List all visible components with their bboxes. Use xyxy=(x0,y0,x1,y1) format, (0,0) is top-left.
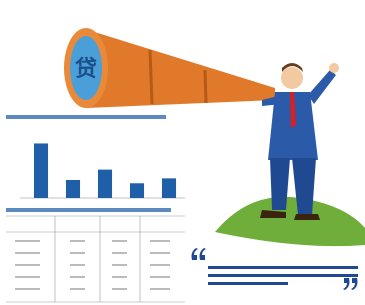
bar xyxy=(34,143,48,198)
quote-mark xyxy=(343,278,358,290)
infographic: 贷 xyxy=(0,0,365,305)
caption-line xyxy=(6,115,166,119)
illustration: 贷 xyxy=(0,0,365,305)
table-cells xyxy=(15,240,170,290)
lens-text: 贷 xyxy=(75,56,97,82)
telescope-body xyxy=(86,30,275,108)
hill xyxy=(215,197,365,246)
bar xyxy=(98,170,112,198)
quote-mark xyxy=(192,248,207,260)
arm xyxy=(308,70,336,104)
hand xyxy=(329,63,339,73)
bar xyxy=(130,183,144,198)
head xyxy=(281,67,303,89)
bar xyxy=(66,180,80,198)
bar xyxy=(162,178,176,198)
quote-lines xyxy=(208,266,358,285)
caption-line xyxy=(6,208,171,212)
